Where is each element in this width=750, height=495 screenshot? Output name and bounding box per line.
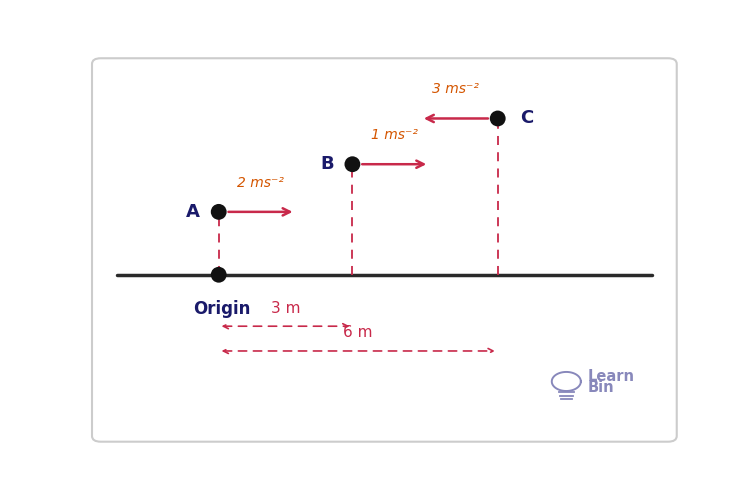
Text: 3 m: 3 m bbox=[271, 300, 300, 315]
Text: A: A bbox=[186, 203, 200, 221]
FancyBboxPatch shape bbox=[92, 58, 676, 442]
Text: Bin: Bin bbox=[588, 381, 614, 396]
Text: Origin: Origin bbox=[193, 299, 250, 317]
Point bbox=[346, 160, 358, 168]
Point bbox=[492, 114, 504, 122]
Text: B: B bbox=[320, 155, 334, 173]
Text: 6 m: 6 m bbox=[344, 325, 373, 340]
Text: Learn: Learn bbox=[588, 369, 634, 384]
Point bbox=[213, 208, 225, 216]
Text: C: C bbox=[520, 109, 533, 128]
Text: 1 ms⁻²: 1 ms⁻² bbox=[370, 128, 418, 142]
Text: 3 ms⁻²: 3 ms⁻² bbox=[432, 82, 479, 97]
Point bbox=[213, 271, 225, 279]
Text: 2 ms⁻²: 2 ms⁻² bbox=[237, 176, 284, 190]
